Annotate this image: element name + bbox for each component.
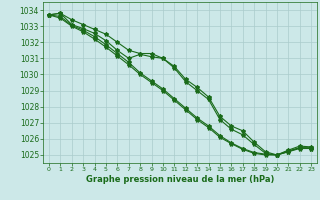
X-axis label: Graphe pression niveau de la mer (hPa): Graphe pression niveau de la mer (hPa) [86,175,274,184]
